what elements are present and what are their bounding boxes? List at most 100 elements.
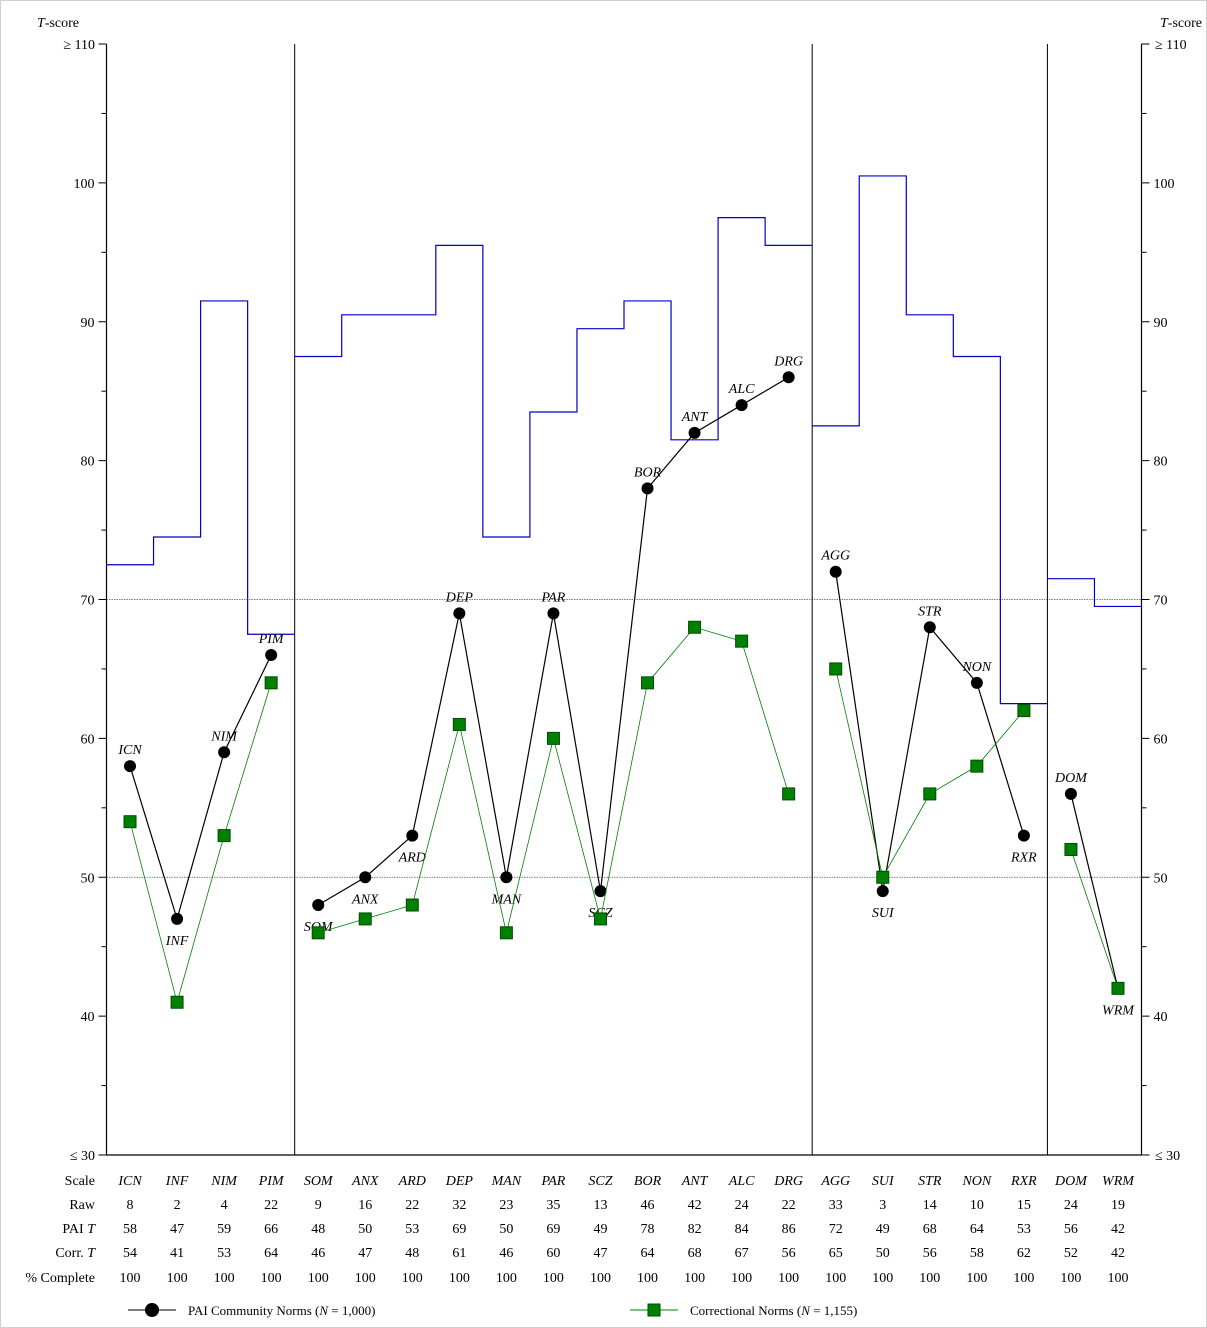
point-correctional-nim xyxy=(217,829,231,843)
point-correctional-scz xyxy=(593,912,607,926)
legend-marker-community xyxy=(145,1303,159,1317)
table-raw-scz: 13 xyxy=(593,1198,607,1213)
point-community-bor xyxy=(641,482,654,495)
y-tick-label-right-40: 40 xyxy=(1154,1010,1168,1025)
table-raw-dom: 24 xyxy=(1064,1198,1078,1213)
point-correctional-str xyxy=(923,787,937,801)
table-complete-non: 100 xyxy=(966,1271,987,1286)
y-axis-top-label-right: ≥ 110 xyxy=(1155,38,1187,53)
table-corr-t-bor: 64 xyxy=(641,1246,655,1261)
point-label-pim: PIM xyxy=(258,632,285,647)
point-community-ard xyxy=(406,829,419,842)
point-correctional-icn xyxy=(123,815,137,829)
table-scale-scz: SCZ xyxy=(588,1174,612,1189)
table-complete-par: 100 xyxy=(543,1271,564,1286)
point-correctional-wrm xyxy=(1111,981,1125,995)
table-scale-dom: DOM xyxy=(1054,1174,1088,1189)
point-label-dep: DEP xyxy=(445,590,474,605)
table-corr-t-man: 46 xyxy=(499,1246,513,1261)
table-complete-str: 100 xyxy=(919,1271,940,1286)
point-correctional-bor xyxy=(641,676,655,690)
table-pai-t-dep: 69 xyxy=(452,1222,466,1237)
y-axis-bottom-label-left: ≤ 30 xyxy=(70,1149,95,1164)
point-community-scz xyxy=(594,885,607,898)
y-tick-label-right-80: 80 xyxy=(1154,455,1168,470)
table-row-label-pai-t-part-0: PAI xyxy=(62,1222,87,1237)
point-correctional-sui xyxy=(876,870,890,884)
series-line-community-group-1 xyxy=(129,654,272,922)
table-scale-nim: NIM xyxy=(210,1174,238,1189)
table-scale-inf: INF xyxy=(165,1174,189,1189)
table-row-label-complete: % Complete xyxy=(25,1271,95,1286)
table-pai-t-non: 64 xyxy=(970,1222,984,1237)
table-corr-t-ard: 48 xyxy=(405,1246,419,1261)
y-axis-title-right-t: T xyxy=(1160,16,1169,31)
threshold-step-group-4 xyxy=(1047,578,1142,608)
y-tick-label-right-90: 90 xyxy=(1154,316,1168,331)
y-tick-label-right-70: 70 xyxy=(1154,594,1168,609)
table-complete-man: 100 xyxy=(496,1271,517,1286)
table-pai-t-sui: 49 xyxy=(876,1222,890,1237)
legend-community-rest: = 1,000) xyxy=(328,1303,375,1318)
legend-label-correctional: Correctional Norms (N = 1,155) xyxy=(690,1303,857,1318)
legend-community-text: PAI Community Norms ( xyxy=(188,1303,319,1318)
grid-layer xyxy=(106,44,1142,1155)
table-corr-t-agg: 65 xyxy=(829,1246,843,1261)
point-correctional-par xyxy=(546,731,560,745)
table-scale-alc: ALC xyxy=(728,1174,755,1189)
point-label-rxr: RXR xyxy=(1010,851,1037,866)
table-pai-t-nim: 59 xyxy=(217,1222,231,1237)
point-label-ard: ARD xyxy=(398,851,426,866)
point-community-man xyxy=(500,871,513,884)
series-line-community-group-3 xyxy=(835,571,1025,892)
y-axis-title-right-suffix: -score xyxy=(1168,16,1202,31)
point-correctional-alc xyxy=(735,634,749,648)
point-correctional-inf xyxy=(170,995,184,1009)
series-correctional xyxy=(123,620,1125,1009)
table-scale-bor: BOR xyxy=(634,1174,662,1189)
series-line-correctional-group-1 xyxy=(129,682,272,1004)
point-correctional-ant xyxy=(688,620,702,634)
table-raw-wrm: 19 xyxy=(1111,1198,1125,1213)
table-raw-par: 35 xyxy=(546,1198,560,1213)
point-label-ant: ANT xyxy=(681,410,709,425)
point-community-non xyxy=(970,676,983,689)
y-tick-label-left-80: 80 xyxy=(81,455,95,470)
table-raw-alc: 24 xyxy=(735,1198,749,1213)
table-pai-t-wrm: 42 xyxy=(1111,1222,1125,1237)
table-raw-anx: 16 xyxy=(358,1198,372,1213)
table-scale-rxr: RXR xyxy=(1010,1174,1037,1189)
table-row-label-pai-t-part-1: T xyxy=(87,1222,96,1237)
legend-correctional-n: N xyxy=(800,1303,811,1318)
table-row-label-corr-t: Corr. T xyxy=(55,1246,96,1261)
point-community-dom xyxy=(1064,787,1077,800)
y-tick-label-left-90: 90 xyxy=(81,316,95,331)
table-raw-sui: 3 xyxy=(879,1198,886,1213)
table-scale-anx: ANX xyxy=(351,1174,379,1189)
y-tick-label-left-40: 40 xyxy=(81,1010,95,1025)
point-label-non: NON xyxy=(961,660,991,675)
table-corr-t-par: 60 xyxy=(546,1246,560,1261)
table-complete-agg: 100 xyxy=(825,1271,846,1286)
table-row-label-raw: Raw xyxy=(69,1198,96,1213)
table-complete-sui: 100 xyxy=(872,1271,893,1286)
point-label-nim: NIM xyxy=(210,729,238,744)
point-community-dep xyxy=(453,607,466,620)
table-corr-t-sui: 50 xyxy=(876,1246,890,1261)
table-row-label-raw-part-0: Raw xyxy=(69,1198,96,1213)
table-raw-non: 10 xyxy=(970,1198,984,1213)
table-corr-t-non: 58 xyxy=(970,1246,984,1261)
table-pai-t-drg: 86 xyxy=(782,1222,796,1237)
table-raw-bor: 46 xyxy=(641,1198,655,1213)
table-pai-t-icn: 58 xyxy=(123,1222,137,1237)
table-row-label-corr-t-part-0: Corr. xyxy=(55,1246,87,1261)
series-line-community-group-2 xyxy=(317,376,789,906)
table-scale-icn: ICN xyxy=(117,1174,142,1189)
table-complete-dep: 100 xyxy=(449,1271,470,1286)
table-corr-t-inf: 41 xyxy=(170,1246,184,1261)
table-corr-t-som: 46 xyxy=(311,1246,325,1261)
table-pai-t-ard: 53 xyxy=(405,1222,419,1237)
point-community-alc xyxy=(735,399,748,412)
